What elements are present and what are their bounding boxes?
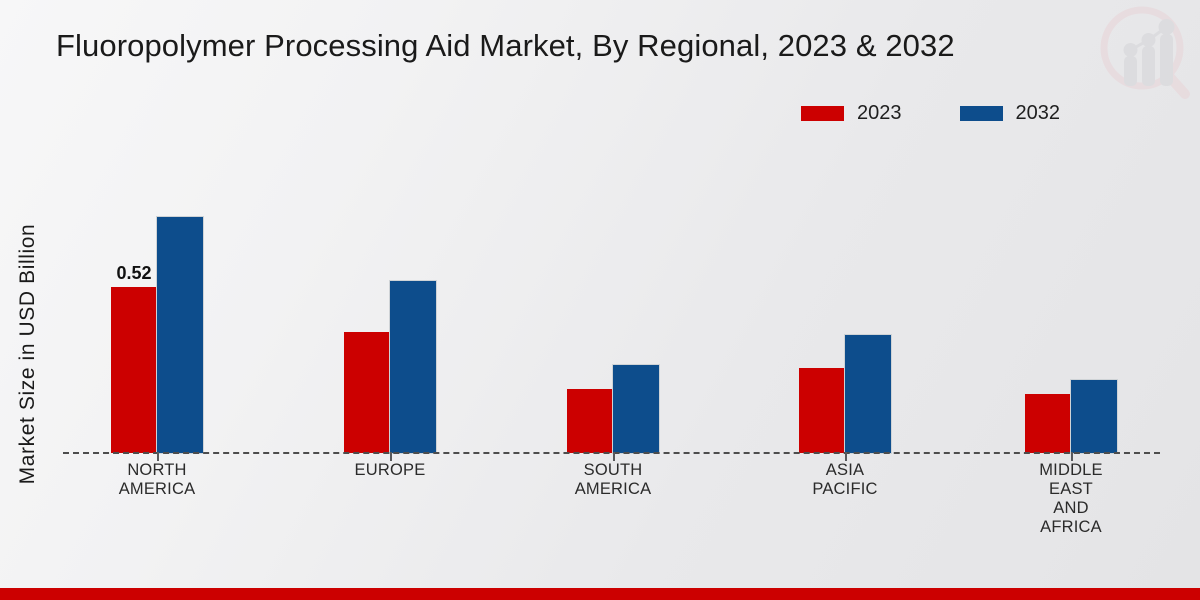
- x-axis-label-line: AMERICA: [118, 480, 196, 498]
- watermark-logo-icon: [1100, 6, 1190, 99]
- x-axis-label-line: AMERICA: [574, 480, 652, 498]
- x-axis-label-line: PACIFIC: [812, 480, 878, 498]
- x-axis-label-line: EUROPE: [354, 461, 426, 479]
- bar-2023-asia-pacific[interactable]: [799, 368, 845, 453]
- x-axis-label-line: MIDDLE: [1039, 461, 1103, 479]
- bar-group: [567, 364, 660, 454]
- bar-2032-europe[interactable]: [389, 280, 437, 454]
- bar-2023-middle-east-and-africa[interactable]: [1025, 394, 1071, 453]
- x-axis-label-line: AFRICA: [1040, 518, 1102, 536]
- bar-value-label: 0.52: [116, 263, 152, 283]
- x-axis-label-line: SOUTH: [583, 461, 643, 479]
- x-axis-tick: [845, 452, 847, 461]
- y-axis-title: Market Size in USD Billion: [16, 223, 39, 485]
- legend-swatch-2032: [959, 105, 1003, 121]
- bar-2023-north-america[interactable]: 0.52: [111, 263, 157, 453]
- x-axis-label-europe: EUROPE: [290, 461, 490, 480]
- bar-2032-middle-east-and-africa[interactable]: [1070, 379, 1118, 454]
- x-axis-label-north-america: NORTH AMERICA: [57, 461, 257, 499]
- x-axis-label-line: AND: [1053, 499, 1089, 517]
- bar-2023-south-america[interactable]: [567, 389, 613, 453]
- x-axis-label-south-america: SOUTH AMERICA: [513, 461, 713, 499]
- x-axis-tick: [1071, 452, 1073, 461]
- chart-legend: 2023 2032: [801, 103, 1060, 123]
- bar-2032-north-america[interactable]: [156, 216, 204, 454]
- x-axis-label-middle-east-and-africa: MIDDLE EAST AND AFRICA: [971, 461, 1171, 537]
- bar-2032-south-america[interactable]: [612, 364, 660, 454]
- legend-label-2032: 2032: [1015, 102, 1061, 124]
- plot-area: 0.52: [63, 150, 1160, 454]
- x-axis-label-line: ASIA: [825, 461, 865, 479]
- chart-title: Fluoropolymer Processing Aid Market, By …: [56, 28, 955, 63]
- bar-2023-europe[interactable]: [344, 332, 390, 453]
- x-axis-baseline: [63, 452, 1160, 454]
- x-axis-tick: [613, 452, 615, 461]
- bar-group: [1025, 379, 1118, 454]
- bar-group: [799, 334, 892, 454]
- legend-item-2032[interactable]: 2032: [959, 102, 1061, 124]
- bar-group: [344, 280, 437, 454]
- bar-group: 0.52: [111, 216, 204, 454]
- x-axis-tick: [157, 452, 159, 461]
- bar-2032-asia-pacific[interactable]: [844, 334, 892, 454]
- x-axis-tick: [390, 452, 392, 461]
- legend-item-2023[interactable]: 2023: [801, 103, 902, 123]
- legend-label-2023: 2023: [857, 102, 902, 124]
- x-axis-label-line: EAST: [1049, 480, 1093, 498]
- legend-swatch-2023: [801, 105, 844, 121]
- x-axis-label-line: NORTH: [127, 461, 187, 479]
- bottom-brand-band: [0, 588, 1200, 600]
- x-axis-label-asia-pacific: ASIA PACIFIC: [745, 461, 945, 499]
